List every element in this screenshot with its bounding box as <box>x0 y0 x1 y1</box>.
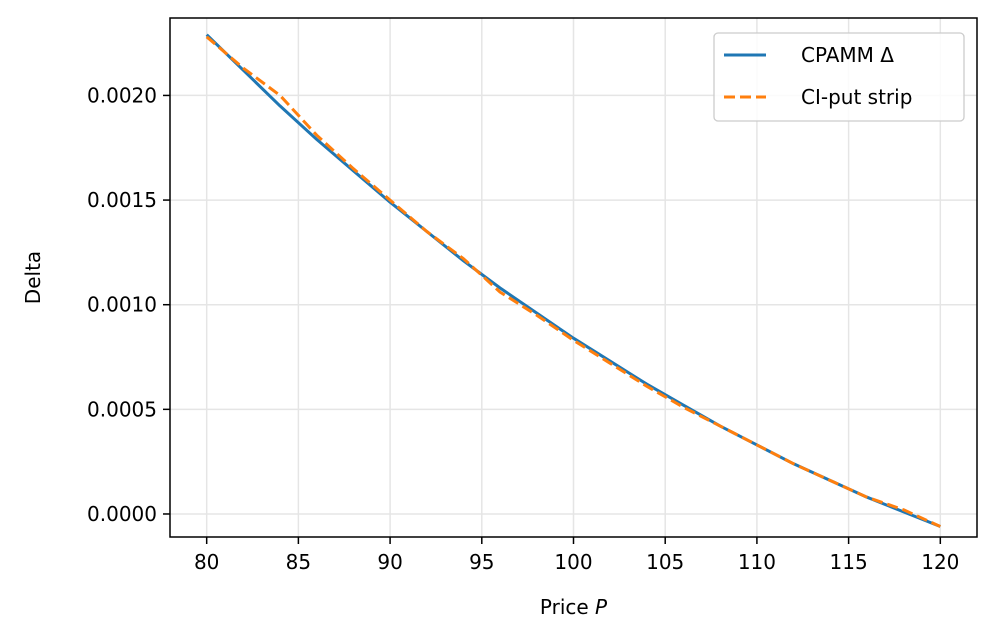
x-axis-label: Price P <box>540 595 608 619</box>
y-tick-label: 0.0010 <box>87 293 157 317</box>
x-tick-label: 80 <box>194 550 219 574</box>
x-tick-label: 105 <box>646 550 684 574</box>
y-axis-label: Delta <box>21 251 45 304</box>
y-axis-ticks: 0.0000 0.0005 0.0010 0.0015 0.0020 <box>87 83 170 526</box>
x-tick-label: 100 <box>554 550 592 574</box>
x-axis-ticks: 80 85 90 95 100 105 110 115 120 <box>194 537 959 574</box>
y-tick-label: 0.0020 <box>87 83 157 107</box>
x-tick-label: 110 <box>738 550 776 574</box>
legend: CPAMM Δ CI-put strip <box>713 32 965 122</box>
x-tick-label: 95 <box>469 550 494 574</box>
x-tick-label: 120 <box>921 550 959 574</box>
series-lines <box>205 33 941 528</box>
x-tick-label: 85 <box>286 550 311 574</box>
x-tick-label: 90 <box>377 550 402 574</box>
x-tick-label: 115 <box>830 550 868 574</box>
y-tick-label: 0.0000 <box>87 502 157 526</box>
legend-label: CPAMM Δ <box>801 43 894 67</box>
legend-label: CI-put strip <box>801 85 912 109</box>
y-tick-label: 0.0005 <box>87 397 157 421</box>
series-line-ci-put-strip <box>205 35 941 528</box>
y-tick-label: 0.0015 <box>87 188 157 212</box>
legend-box <box>713 32 965 122</box>
